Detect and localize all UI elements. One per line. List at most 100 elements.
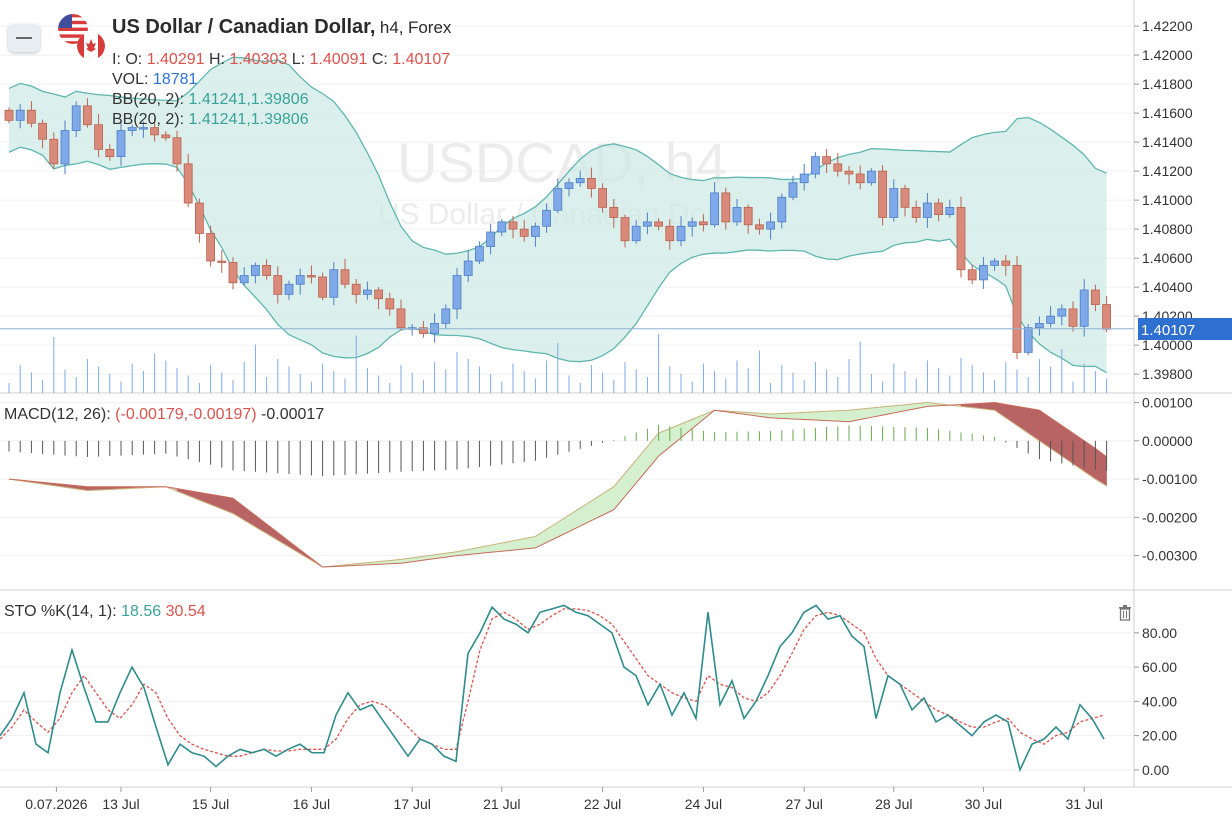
candle-body	[1091, 289, 1100, 305]
volume-bars	[8, 334, 1108, 393]
time-tick-label: 27 Jul	[786, 796, 823, 812]
candle-body	[4, 109, 14, 121]
candle-body	[318, 276, 328, 298]
volume-row: VOL: 18781	[112, 71, 197, 89]
candle-body	[474, 246, 484, 262]
candle-body	[71, 105, 81, 131]
candle-body	[598, 188, 607, 208]
candle-body	[1035, 322, 1044, 329]
close-label: C:	[371, 51, 388, 68]
candle-body	[385, 298, 395, 310]
candle-body	[587, 177, 596, 189]
macd-legend: MACD(12, 26): (-0.00179,-0.00197) -0.000…	[4, 406, 324, 424]
macd-cloud-segment	[1061, 425, 1074, 465]
candle-body	[60, 130, 70, 165]
candle-body	[94, 124, 103, 150]
sto-k-value: 18.56	[121, 603, 162, 620]
macd-cloud-segment	[266, 523, 279, 541]
candle-body	[732, 206, 742, 223]
time-tick-label: 30 Jul	[965, 796, 1002, 812]
candle-body	[945, 206, 955, 216]
delete-indicator-icon[interactable]	[1118, 605, 1132, 621]
high-value: 1.40303	[229, 51, 288, 68]
candle-body	[206, 233, 216, 262]
time-tick-label: 24 Jul	[685, 796, 722, 812]
bb-row-2: BB(20, 2): 1.41241,1.39806	[112, 111, 309, 129]
candle-body	[878, 170, 887, 218]
candles	[4, 98, 1111, 360]
time-tick-label: 0.07.2026	[25, 796, 87, 812]
macd-tick-label: 0.00100	[1142, 395, 1193, 411]
candle-body	[116, 130, 126, 158]
candle-body	[575, 177, 585, 184]
bb-label: BB(20, 2):	[112, 91, 185, 108]
bb-row-1: BB(20, 2): 1.41241,1.39806	[112, 91, 309, 109]
macd-cloud-segment	[647, 432, 659, 471]
macd-cloud-segment	[1039, 409, 1051, 449]
time-tick-label: 21 Jul	[483, 796, 520, 812]
candle-body	[452, 275, 462, 310]
sto-tick-label: 40.00	[1142, 693, 1177, 709]
candle-body	[967, 269, 977, 281]
last-price-marker: 1.40107	[0, 318, 1232, 340]
candle-body	[1068, 308, 1078, 327]
sto-tick-label: 20.00	[1142, 728, 1177, 744]
macd-panel	[8, 402, 1108, 568]
candle-body	[1046, 315, 1055, 324]
candle-body	[609, 206, 619, 218]
candle-body	[15, 109, 25, 121]
timeframe: h4,	[379, 18, 404, 37]
macd-cloud-segment	[1050, 417, 1063, 457]
candle-body	[911, 206, 921, 218]
time-tick-label: 22 Jul	[584, 796, 621, 812]
candle-body	[519, 228, 529, 237]
macd-name: MACD(12, 26):	[4, 406, 111, 423]
sto-k-line	[0, 604, 1105, 773]
price-tick-label: 1.40400	[1142, 279, 1193, 295]
macd-cloud-segment	[815, 411, 827, 421]
macd-line	[8, 402, 1107, 568]
close-value: 1.40107	[392, 51, 451, 68]
macd-cloud-segment	[1072, 432, 1085, 472]
candle-body	[250, 264, 260, 276]
time-tick-label: 31 Jul	[1066, 796, 1103, 812]
candle-body	[631, 225, 641, 242]
candle-body	[799, 173, 809, 184]
candle-body	[710, 192, 719, 226]
candle-body	[531, 225, 540, 237]
price-tick-label: 1.41600	[1142, 105, 1193, 121]
time-tick-label: 13 Jul	[102, 796, 139, 812]
sto-tick-label: 80.00	[1142, 625, 1177, 641]
candle-body	[788, 182, 798, 198]
macd-tick-label: -0.00200	[1142, 509, 1197, 525]
candle-body	[306, 275, 316, 278]
sto-d-value: 30.54	[165, 603, 206, 620]
candle-body	[676, 225, 686, 242]
sto-name: STO %K(14, 1):	[4, 603, 117, 620]
candle-body	[956, 206, 966, 271]
canada-flag-icon	[77, 32, 105, 60]
instrument-name: US Dollar / Canadian Dollar,	[112, 16, 376, 38]
candle-body	[777, 196, 787, 223]
candle-body	[239, 275, 249, 284]
bb-value: 1.41241,1.39806	[188, 91, 309, 108]
candle-body	[889, 188, 899, 218]
candle-body	[374, 289, 384, 300]
low-value: 1.40091	[309, 51, 368, 68]
candle-body	[687, 221, 697, 227]
candle-body	[127, 127, 137, 131]
sto-d-line	[0, 608, 1105, 757]
candle-body	[1012, 264, 1022, 353]
macd-cloud-segment	[803, 411, 816, 421]
candle-body	[923, 202, 932, 218]
candle-body	[833, 163, 843, 172]
candle-body	[654, 221, 663, 227]
macd-cloud-segment	[994, 402, 1007, 419]
candle-body	[900, 188, 910, 208]
collapse-button[interactable]	[8, 24, 40, 52]
candle-body	[396, 308, 406, 329]
price-tick-label: 1.41800	[1142, 76, 1193, 92]
candle-body	[362, 289, 372, 295]
price-tick-label: 1.41400	[1142, 134, 1193, 150]
